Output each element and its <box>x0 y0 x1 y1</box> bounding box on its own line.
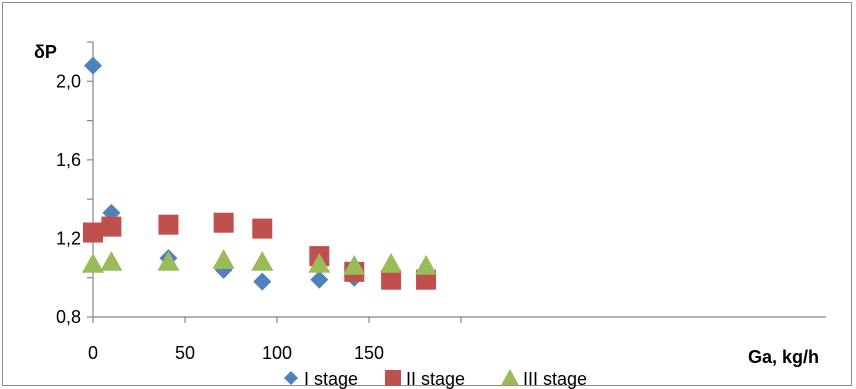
axes <box>92 42 826 318</box>
legend-label: II stage <box>406 369 465 389</box>
data-point-triangle <box>157 251 180 271</box>
data-point-diamond <box>84 56 102 75</box>
data-points <box>82 56 438 291</box>
y-axis-label: δP <box>34 42 57 62</box>
data-point-square <box>83 222 103 243</box>
data-point-triangle <box>100 251 123 271</box>
x-tick-label: 0 <box>88 343 98 363</box>
x-tick-label: 100 <box>262 343 292 363</box>
data-point-square <box>158 214 179 235</box>
data-point-triangle <box>251 251 274 271</box>
data-point-triangle <box>415 254 438 275</box>
data-point-triangle <box>82 252 104 273</box>
y-tick-label: 1,2 <box>56 228 81 248</box>
data-point-square <box>381 269 402 290</box>
x-ticks: 0 50 100 150 <box>88 317 462 363</box>
data-point-triangle <box>343 254 366 275</box>
data-point-triangle <box>380 252 403 273</box>
legend-label: I stage <box>304 369 358 389</box>
data-point-square <box>213 212 234 233</box>
legend-marker-diamond <box>284 371 298 385</box>
data-point-triangle <box>308 252 331 273</box>
x-tick-label: 50 <box>175 343 195 363</box>
data-point-diamond <box>253 272 272 291</box>
data-point-square <box>101 216 122 237</box>
x-axis-label: Ga, kg/h <box>748 347 819 367</box>
y-ticks: 0,8 1,2 1,6 2,0 <box>56 41 93 327</box>
data-point-square <box>252 218 273 239</box>
legend: I stage II stage III stage <box>284 369 587 389</box>
legend-marker-triangle <box>501 369 519 386</box>
y-tick-label: 1,6 <box>56 150 81 170</box>
data-point-triangle <box>212 249 235 269</box>
data-point-diamond <box>310 270 329 289</box>
y-tick-label: 2,0 <box>56 71 81 91</box>
series-triangle <box>82 249 438 275</box>
legend-marker-square <box>385 370 401 386</box>
y-tick-label: 0,8 <box>56 307 81 327</box>
x-tick-label: 150 <box>354 343 384 363</box>
legend-label: III stage <box>523 369 587 389</box>
